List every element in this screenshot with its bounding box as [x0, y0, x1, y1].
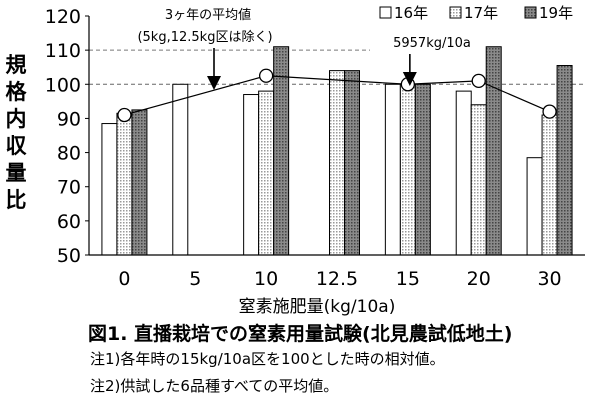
- bar-17年-20: [470, 104, 487, 256]
- legend-label-17年: 17年: [464, 4, 498, 22]
- x-tick-label: 0: [118, 268, 130, 290]
- y-tick-label: 120: [45, 6, 81, 28]
- annotation-average-line2: (5kg,12.5kg区は除く): [137, 30, 272, 45]
- bar-17年-0: [116, 112, 133, 256]
- axes: [88, 16, 585, 256]
- x-tick-label: 12.5: [316, 268, 358, 290]
- x-tick-label: 15: [396, 268, 420, 290]
- bar-17年-12.5: [329, 70, 345, 256]
- bar-16年-30: [526, 157, 543, 256]
- bar-16年-15: [384, 83, 401, 256]
- annotation-average-line1: 3ヶ年の平均値: [165, 7, 251, 23]
- bar-19年-10: [273, 46, 290, 256]
- legend-swatch-17年: [449, 6, 462, 19]
- x-tick-label: 5: [189, 268, 201, 290]
- average-point-10: [258, 68, 274, 83]
- y-tick-label: 90: [57, 108, 81, 130]
- note-1: 注1)各年時の15kg/10a区を100とした時の相対値。: [90, 350, 445, 368]
- average-point-20: [471, 73, 486, 89]
- y-tick-label: 50: [57, 245, 81, 267]
- y-tick-label: 60: [57, 211, 81, 233]
- legend-swatch-19年: [524, 6, 537, 19]
- average-line: [117, 68, 557, 123]
- x-tick-label: 10: [254, 268, 278, 290]
- legend-swatch-16年: [379, 6, 392, 19]
- annotation-baseline: 5957kg/10a: [393, 36, 471, 51]
- figure-title: 図1. 直播栽培での窒素用量試験(北見農試低地土): [88, 323, 513, 345]
- bar-19年-0: [131, 109, 148, 256]
- y-tick-label: 110: [45, 40, 81, 62]
- x-tick-label: 30: [537, 268, 561, 290]
- legend: 16年 17年 19年: [379, 4, 573, 22]
- y-tick-label: 70: [57, 177, 81, 199]
- bar-16年-0: [101, 123, 118, 256]
- bar-17年-10: [258, 90, 275, 256]
- chart-plot: 50 60 70 80 90 100 110 120 0 5 10 12.5 15 20 30 3ヶ年の平…: [45, 4, 585, 317]
- y-tick-label: 100: [45, 74, 81, 96]
- legend-label-16年: 16年: [394, 4, 428, 22]
- annotation-arrowhead-2: [402, 72, 417, 86]
- bar-17年-30: [541, 114, 558, 256]
- legend-label-19年: 19年: [539, 4, 573, 22]
- bar-16年-5: [172, 83, 189, 256]
- bar-17年-15: [399, 83, 416, 256]
- bar-19年-12.5: [344, 70, 360, 256]
- average-point-30: [542, 104, 557, 119]
- average-point-0: [117, 107, 132, 123]
- bar-16年-10: [243, 94, 260, 256]
- x-tick-labels: 0 5 10 12.5 15 20 30: [118, 268, 561, 290]
- x-tick-label: 20: [467, 268, 491, 290]
- bar-19年-15: [414, 83, 431, 256]
- note-2: 注2)供試した6品種すべての平均値。: [90, 377, 339, 395]
- annotations: 3ヶ年の平均値 (5kg,12.5kg区は除く) 5957kg/10a: [137, 7, 471, 90]
- y-tick-labels: 50 60 70 80 90 100 110 120: [45, 6, 89, 267]
- annotation-arrowhead-1: [207, 76, 221, 90]
- bar-19年-30: [556, 65, 573, 256]
- bar-19年-20: [485, 46, 502, 256]
- y-tick-label: 80: [57, 143, 81, 165]
- bars: [101, 46, 573, 256]
- bar-16年-20: [455, 90, 472, 256]
- y-axis-label: 規格内収量比: [5, 53, 27, 212]
- x-axis-label: 窒素施肥量(kg/10a): [239, 297, 396, 317]
